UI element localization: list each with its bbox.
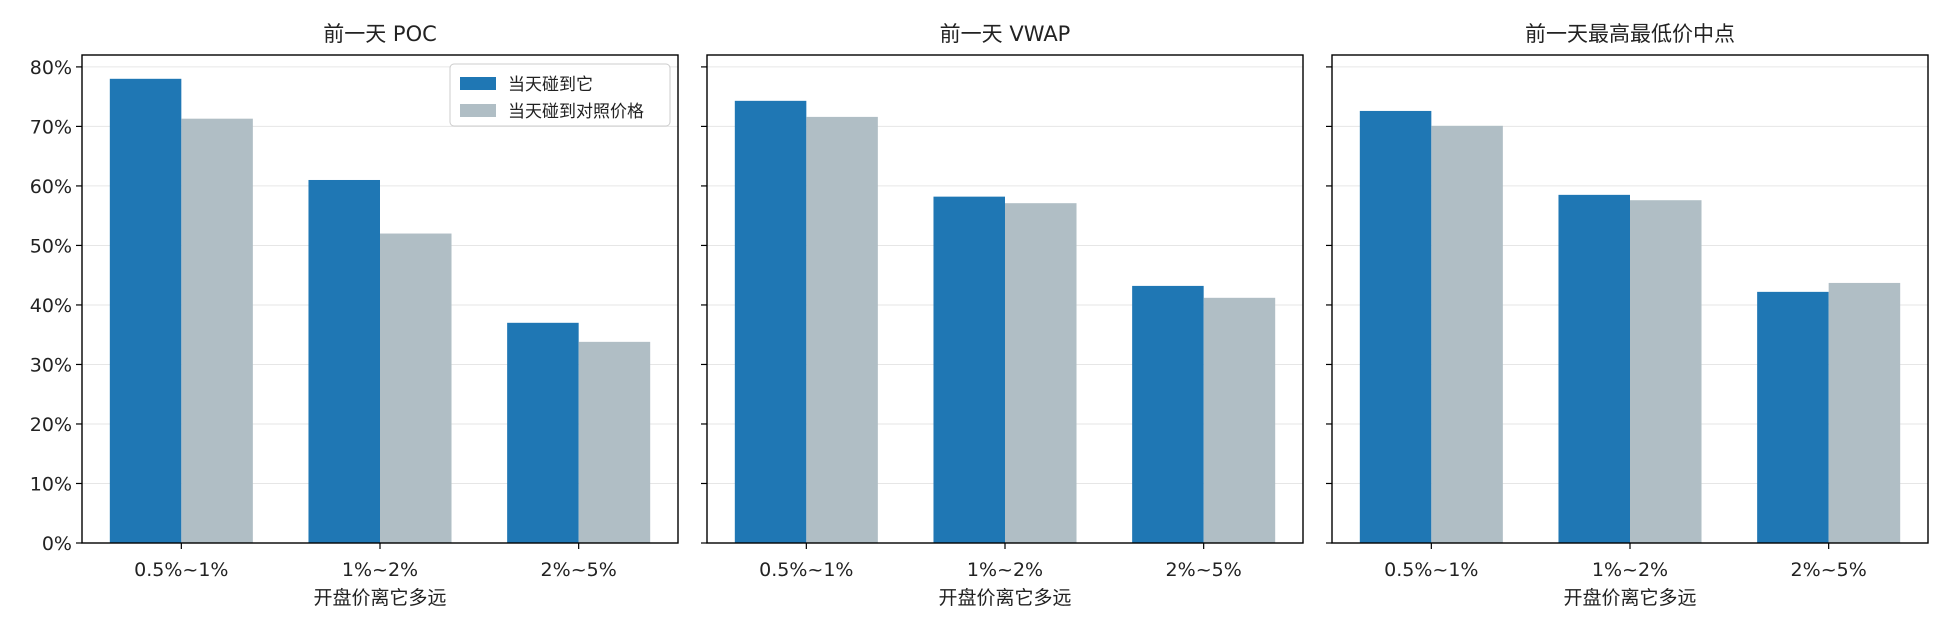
x-tick-label: 1%~2% bbox=[1592, 559, 1668, 581]
bar-hit-control-2 bbox=[1203, 297, 1276, 543]
bar-hit-level-0 bbox=[734, 100, 807, 543]
x-axis-label: 开盘价离它多远 bbox=[1563, 587, 1696, 609]
x-tick-label: 1%~2% bbox=[967, 559, 1043, 581]
x-tick-label: 2%~5% bbox=[541, 559, 617, 581]
x-tick-label: 2%~5% bbox=[1166, 559, 1242, 581]
legend-entry: 当天碰到对照价格 bbox=[508, 102, 644, 122]
chart-title: 前一天 VWAP bbox=[940, 22, 1071, 46]
y-tick-label: 30% bbox=[30, 354, 72, 376]
y-tick-label: 40% bbox=[30, 295, 72, 317]
y-tick-label: 0% bbox=[42, 533, 72, 555]
x-tick-label: 0.5%~1% bbox=[134, 559, 228, 581]
bar-hit-control-1 bbox=[1630, 200, 1702, 543]
y-tick-label: 50% bbox=[30, 235, 72, 257]
chart-panel-1: 0.5%~1% 1%~2% 2%~5% 前一天 VWAP 开盘价离它多远 bbox=[701, 22, 1304, 609]
bar-hit-control-2 bbox=[1828, 282, 1901, 543]
x-tick-label: 0.5%~1% bbox=[759, 559, 853, 581]
bar-hit-level-0 bbox=[1359, 110, 1432, 543]
y-tick-label: 10% bbox=[30, 473, 72, 495]
chart-title: 前一天最高最低价中点 bbox=[1525, 22, 1735, 46]
legend-box bbox=[449, 63, 671, 127]
y-tick-label: 80% bbox=[30, 57, 72, 79]
bar-hit-control-0 bbox=[1431, 125, 1503, 543]
x-axis-label: 开盘价离它多远 bbox=[938, 587, 1071, 609]
plot-frame bbox=[706, 54, 1304, 544]
bar-hit-level-2 bbox=[1757, 291, 1829, 543]
x-tick-label: 0.5%~1% bbox=[1384, 559, 1478, 581]
bar-hit-level-1 bbox=[308, 179, 380, 543]
bar-hit-control-0 bbox=[806, 116, 878, 543]
y-tick-label: 70% bbox=[30, 116, 72, 138]
legend-entry: 当天碰到它 bbox=[508, 75, 593, 95]
y-tick-label: 20% bbox=[30, 414, 72, 436]
y-tick-label: 60% bbox=[30, 176, 72, 198]
bar-hit-control-1 bbox=[1005, 203, 1077, 543]
bar-hit-level-2 bbox=[1132, 285, 1204, 543]
plot-frame bbox=[1331, 54, 1929, 544]
x-tick-label: 1%~2% bbox=[342, 559, 418, 581]
legend-swatch bbox=[460, 77, 496, 90]
chart-title: 前一天 POC bbox=[323, 22, 437, 46]
bar-hit-level-2 bbox=[507, 322, 579, 543]
x-tick-label: 2%~5% bbox=[1791, 559, 1867, 581]
x-axis-label: 开盘价离它多远 bbox=[313, 587, 446, 609]
chart-panel-0: 0% 10% 20% 30% 40% 50% 60% 70% 80% 0.5%~1% 1%~2% 2%… bbox=[30, 22, 679, 609]
bar-hit-level-1 bbox=[933, 196, 1005, 543]
bar-hit-control-0 bbox=[181, 118, 253, 544]
plot-frame bbox=[81, 54, 679, 544]
legend-swatch bbox=[460, 104, 496, 117]
bar-hit-level-0 bbox=[109, 78, 182, 544]
bar-hit-level-1 bbox=[1558, 194, 1630, 544]
bar-hit-control-2 bbox=[578, 341, 651, 543]
bar-hit-control-1 bbox=[380, 233, 452, 543]
